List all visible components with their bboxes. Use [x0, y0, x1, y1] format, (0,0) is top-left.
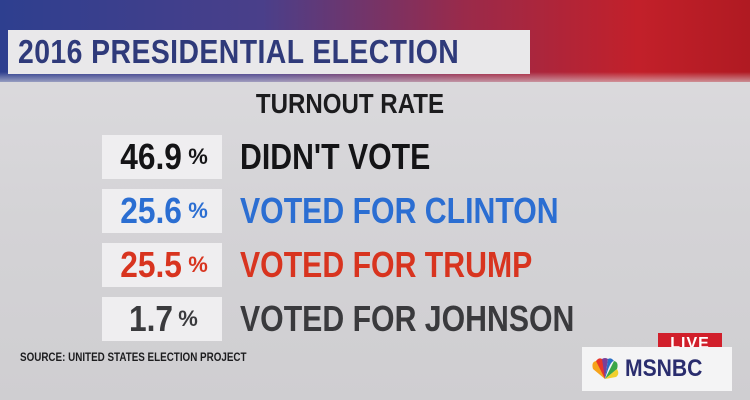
stat-row-johnson: 1.7% VOTED FOR JOHNSON [102, 297, 638, 341]
percent-sign: % [188, 144, 208, 169]
source-credit: SOURCE: UNITED STATES ELECTION PROJECT [20, 350, 247, 364]
percent-box: 25.6% [102, 189, 222, 233]
stat-row-clinton: 25.6% VOTED FOR CLINTON [102, 189, 619, 233]
percent-value: 25.6 [120, 190, 183, 231]
title-bar: 2016 PRESIDENTIAL ELECTION [8, 30, 530, 74]
percent-box: 25.5% [102, 243, 222, 287]
nbc-peacock-icon [592, 358, 619, 379]
percent-sign: % [188, 198, 208, 223]
percent-value: 46.9 [120, 136, 183, 177]
stat-label: VOTED FOR TRUMP [240, 244, 533, 285]
stat-row-trump: 25.5% VOTED FOR TRUMP [102, 243, 588, 287]
stat-label: VOTED FOR CLINTON [240, 190, 559, 231]
stat-label: DIDN'T VOTE [240, 136, 431, 177]
percent-box: 1.7% [102, 297, 222, 341]
percent-sign: % [188, 252, 208, 277]
percent-box: 46.9% [102, 135, 222, 179]
stat-row-didnt-vote: 46.9% DIDN'T VOTE [102, 135, 467, 179]
percent-sign: % [178, 306, 198, 331]
percent-value: 25.5 [120, 244, 183, 285]
network-logo: MSNBC [582, 347, 732, 391]
chyron-title: 2016 PRESIDENTIAL ELECTION [18, 33, 460, 70]
percent-value: 1.7 [129, 298, 174, 339]
chyron-subtitle: TURNOUT RATE [255, 88, 445, 119]
network-logo-text: MSNBC [625, 355, 703, 382]
stat-label: VOTED FOR JOHNSON [240, 298, 575, 339]
